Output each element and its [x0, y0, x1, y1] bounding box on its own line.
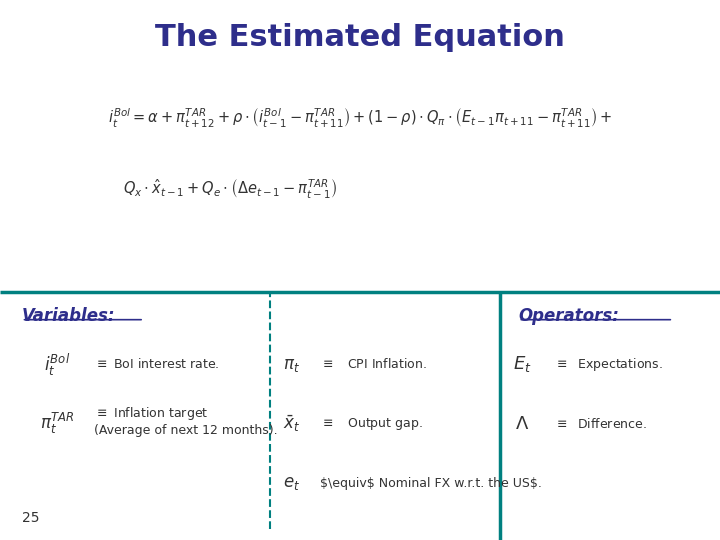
Text: $e_t$: $e_t$ — [283, 474, 300, 492]
Text: $\equiv$ BoI interest rate.: $\equiv$ BoI interest rate. — [94, 357, 219, 372]
Text: $i_t^{Bol} = \alpha + \pi_{t+12}^{TAR} + \rho \cdot \left(i_{t-1}^{Bol} - \pi_{t: $i_t^{Bol} = \alpha + \pi_{t+12}^{TAR} +… — [108, 107, 612, 130]
Text: $\equiv$  Expectations.: $\equiv$ Expectations. — [554, 356, 663, 373]
Text: The Estimated Equation: The Estimated Equation — [155, 23, 565, 52]
Text: $\bar{x}_t$: $\bar{x}_t$ — [283, 414, 300, 434]
Text: $\Lambda$: $\Lambda$ — [515, 415, 529, 433]
Text: $Q_x \cdot \hat{x}_{t-1} + Q_e \cdot \left(\Delta e_{t-1} - \pi_{t-1}^{TAR}\righ: $Q_x \cdot \hat{x}_{t-1} + Q_e \cdot \le… — [123, 177, 338, 201]
Text: $i_t^{Bol}$: $i_t^{Bol}$ — [45, 352, 71, 377]
Text: $\equiv$  Difference.: $\equiv$ Difference. — [554, 417, 647, 431]
Text: $\equiv$   Output gap.: $\equiv$ Output gap. — [320, 416, 423, 432]
Text: Variables:: Variables: — [22, 307, 115, 325]
Text: Operators:: Operators: — [518, 307, 619, 325]
Text: $\pi_t^{TAR}$: $\pi_t^{TAR}$ — [40, 411, 75, 436]
Text: $\equiv$ Nominal FX w.r.t. the US$.: $\equiv$ Nominal FX w.r.t. the US$. — [320, 477, 542, 490]
Text: $\equiv$   CPI Inflation.: $\equiv$ CPI Inflation. — [320, 357, 427, 372]
Text: $E_t$: $E_t$ — [513, 354, 531, 375]
Text: 25: 25 — [22, 511, 39, 525]
Text: $\equiv$ Inflation target
(Average of next 12 months).: $\equiv$ Inflation target (Average of ne… — [94, 405, 277, 437]
Text: $\pi_t$: $\pi_t$ — [283, 355, 300, 374]
